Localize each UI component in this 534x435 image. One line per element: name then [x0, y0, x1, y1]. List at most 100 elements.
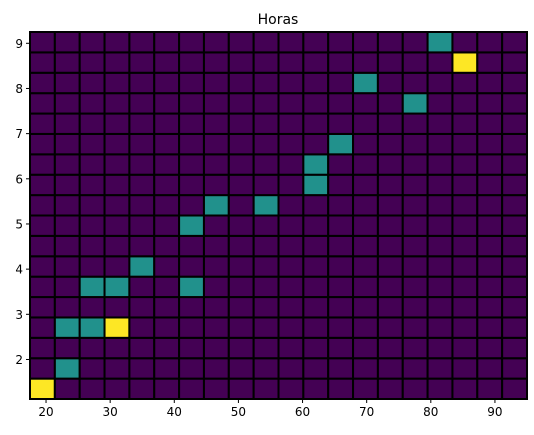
heatmap-cell: [302, 255, 330, 278]
heatmap-cell: [501, 92, 528, 115]
heatmap-cell: [426, 153, 454, 176]
heatmap-cell: [426, 194, 454, 217]
heatmap-cell: [277, 31, 305, 54]
heatmap-cell: [53, 194, 81, 217]
heatmap-cell: [327, 234, 355, 258]
heatmap-cell: [178, 234, 205, 258]
x-tick-label: 40: [167, 405, 182, 419]
heatmap-cell: [53, 275, 81, 299]
x-tick-label: 80: [423, 405, 438, 419]
heatmap-cell: [78, 173, 106, 197]
heatmap-cell: [302, 31, 330, 54]
heatmap-cell: [352, 296, 379, 319]
heatmap-cell: [401, 71, 429, 95]
heatmap-cell: [376, 112, 404, 135]
heatmap-cell: [78, 357, 106, 380]
heatmap-cell: [202, 31, 230, 54]
heatmap-cell: [401, 214, 429, 237]
heatmap-cell: [153, 71, 181, 95]
heatmap-cell: [302, 377, 330, 401]
heatmap-cell: [401, 112, 429, 135]
heatmap-cell: [327, 92, 355, 115]
x-tick-label: 60: [295, 405, 310, 419]
heatmap-cell: [128, 153, 156, 176]
heatmap-cells: [29, 31, 528, 401]
heatmap-cell: [376, 173, 404, 197]
heatmap-cell: [53, 173, 81, 197]
heatmap-cell: [128, 51, 156, 74]
heatmap-cell: [252, 336, 280, 360]
heatmap-cell: [103, 51, 131, 74]
heatmap-cell: [227, 316, 255, 339]
heatmap-cell: [53, 255, 81, 278]
y-tick-label: 8: [15, 82, 23, 96]
heatmap-cell: [352, 214, 379, 237]
heatmap-cell: [178, 112, 205, 135]
heatmap-cell: [426, 377, 454, 401]
y-tick-label: 6: [15, 172, 23, 186]
heatmap-cell: [352, 153, 379, 176]
heatmap-cell: [476, 357, 504, 380]
heatmap-cell: [252, 51, 280, 74]
heatmap-cell: [401, 132, 429, 156]
heatmap-cell: [426, 173, 454, 197]
heatmap-cell: [426, 51, 454, 74]
heatmap-cell: [451, 153, 479, 176]
heatmap-cell: [501, 255, 528, 278]
heatmap-cell: [277, 153, 305, 176]
heatmap-cell: [202, 214, 230, 237]
heatmap-cell: [227, 71, 255, 95]
heatmap-cell: [227, 214, 255, 237]
heatmap-cell: [103, 255, 131, 278]
y-tick-label: 9: [15, 37, 23, 51]
heatmap-cell: [352, 31, 379, 54]
heatmap-cell: [103, 214, 131, 237]
heatmap-cell: [327, 357, 355, 380]
y-tick-label: 3: [15, 308, 23, 322]
heatmap-cell: [202, 194, 230, 217]
heatmap-cell: [426, 296, 454, 319]
heatmap-cell: [352, 336, 379, 360]
heatmap-cell: [401, 357, 429, 380]
heatmap-cell: [227, 296, 255, 319]
heatmap-cell: [252, 173, 280, 197]
heatmap-cell: [451, 377, 479, 401]
heatmap-cell: [277, 316, 305, 339]
heatmap-cell: [53, 214, 81, 237]
heatmap-cell: [277, 71, 305, 95]
heatmap-cell: [202, 336, 230, 360]
heatmap-cell: [227, 377, 255, 401]
heatmap-cell: [178, 214, 205, 237]
heatmap-cell: [401, 31, 429, 54]
heatmap-cell: [29, 71, 56, 95]
heatmap-cell: [53, 92, 81, 115]
heatmap-cell: [277, 357, 305, 380]
heatmap-cell: [501, 357, 528, 380]
heatmap-cell: [153, 51, 181, 74]
heatmap-cell: [451, 92, 479, 115]
heatmap-cell: [376, 51, 404, 74]
heatmap-cell: [178, 357, 205, 380]
heatmap-cell: [376, 214, 404, 237]
y-axis: 2 3 4 5 6 7 8 9: [15, 37, 30, 367]
heatmap-cell: [103, 132, 131, 156]
heatmap-cell: [426, 234, 454, 258]
heatmap-cell: [426, 357, 454, 380]
heatmap-cell: [29, 255, 56, 278]
heatmap-cell: [302, 194, 330, 217]
heatmap-cell: [29, 51, 56, 74]
heatmap-cell: [277, 51, 305, 74]
heatmap-cell: [103, 357, 131, 380]
heatmap-cell: [451, 132, 479, 156]
heatmap-cell: [227, 31, 255, 54]
heatmap-cell: [128, 112, 156, 135]
heatmap-cell: [327, 194, 355, 217]
heatmap-cell: [401, 255, 429, 278]
heatmap-cell: [128, 214, 156, 237]
heatmap-cell: [401, 234, 429, 258]
heatmap-cell: [352, 132, 379, 156]
heatmap-cell: [202, 71, 230, 95]
heatmap-cell: [252, 92, 280, 115]
heatmap-cell: [29, 234, 56, 258]
heatmap-cell: [29, 296, 56, 319]
